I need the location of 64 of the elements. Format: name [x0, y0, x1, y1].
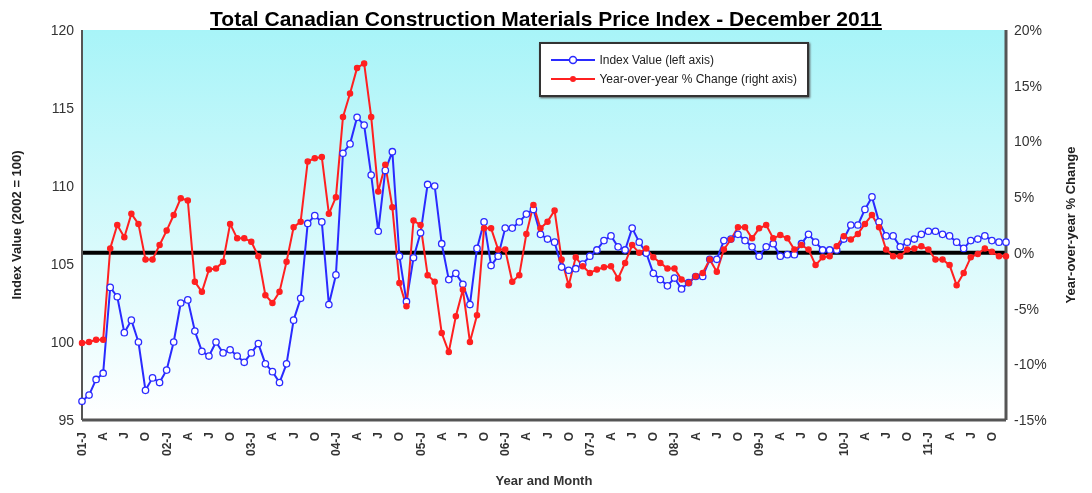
x-tick-label: J — [201, 432, 216, 439]
x-tick-label: O — [477, 432, 492, 442]
legend-label: Year-over-year % Change (right axis) — [599, 72, 798, 86]
y2-tick-label: -10% — [1014, 356, 1047, 373]
x-tick-label: 07-J — [582, 432, 597, 457]
y-tick-label: 110 — [51, 177, 75, 194]
x-tick-label: J — [455, 432, 470, 439]
x-tick-label: 09-J — [752, 432, 767, 457]
x-tick-label: O — [307, 432, 322, 442]
y2-tick-label: 0% — [1014, 244, 1035, 261]
y2-tick-label: 20% — [1014, 21, 1043, 38]
x-tick-label: 02-J — [159, 432, 174, 457]
x-tick-label: O — [646, 432, 661, 442]
x-tick-label: J — [709, 432, 724, 439]
x-tick-label: A — [434, 431, 449, 441]
x-axis-title: Year and Month — [495, 473, 593, 488]
x-tick-label: O — [900, 432, 915, 442]
x-tick-label: J — [963, 432, 978, 439]
x-tick-label: O — [138, 432, 153, 442]
x-tick-label: 01-J — [75, 432, 89, 457]
x-tick-label: 04-J — [328, 432, 343, 457]
x-tick-label: A — [265, 431, 280, 441]
y2-tick-label: 10% — [1014, 133, 1043, 150]
y-axis-title: Index Value (2002 = 100) — [8, 150, 24, 300]
y2-tick-label: 5% — [1014, 189, 1035, 206]
x-tick-label: J — [117, 432, 132, 439]
y2-tick-label: -5% — [1014, 300, 1039, 317]
x-tick-label: A — [519, 431, 534, 441]
x-tick-label: 05-J — [413, 432, 428, 457]
chart-title: Total Canadian Construction Materials Price Index - December 2011 — [210, 7, 882, 30]
x-tick-label: 06-J — [498, 432, 513, 457]
x-tick-label: A — [688, 431, 703, 441]
y2-tick-label: -15% — [1014, 411, 1047, 428]
y2-tick-label: 15% — [1014, 77, 1043, 94]
y-tick-label: 105 — [50, 255, 75, 272]
x-tick-label: 08-J — [667, 432, 682, 457]
x-tick-label: J — [794, 432, 809, 439]
x-tick-label: A — [604, 431, 619, 441]
x-tick-label: J — [286, 432, 301, 439]
x-tick-label: O — [561, 432, 576, 442]
x-tick-label: O — [984, 432, 999, 442]
y-tick-label: 95 — [58, 411, 75, 428]
x-tick-label: A — [942, 431, 957, 441]
x-tick-label: A — [180, 431, 195, 441]
y-tick-label: 115 — [51, 99, 75, 116]
x-tick-label: J — [879, 432, 894, 439]
x-tick-label: A — [350, 431, 365, 441]
x-tick-label: J — [371, 432, 386, 439]
x-tick-label: A — [773, 431, 788, 441]
x-tick-label: 03-J — [244, 432, 259, 457]
x-tick-label: A — [96, 431, 111, 441]
x-tick-label: A — [857, 431, 872, 441]
x-tick-label: O — [730, 432, 745, 442]
x-tick-label: O — [223, 432, 238, 442]
x-tick-label: 10-J — [836, 432, 851, 457]
x-tick-label: O — [815, 432, 830, 442]
y-tick-label: 120 — [50, 21, 75, 38]
x-tick-label: J — [625, 432, 640, 439]
legend-label: Index Value (left axis) — [599, 53, 714, 67]
x-tick-label: 11-J — [921, 432, 936, 456]
x-tick-label: O — [392, 432, 407, 442]
y-tick-label: 100 — [50, 333, 75, 350]
x-tick-label: J — [540, 432, 555, 439]
y2-axis-title: Year-over-year % Change — [1062, 146, 1078, 304]
